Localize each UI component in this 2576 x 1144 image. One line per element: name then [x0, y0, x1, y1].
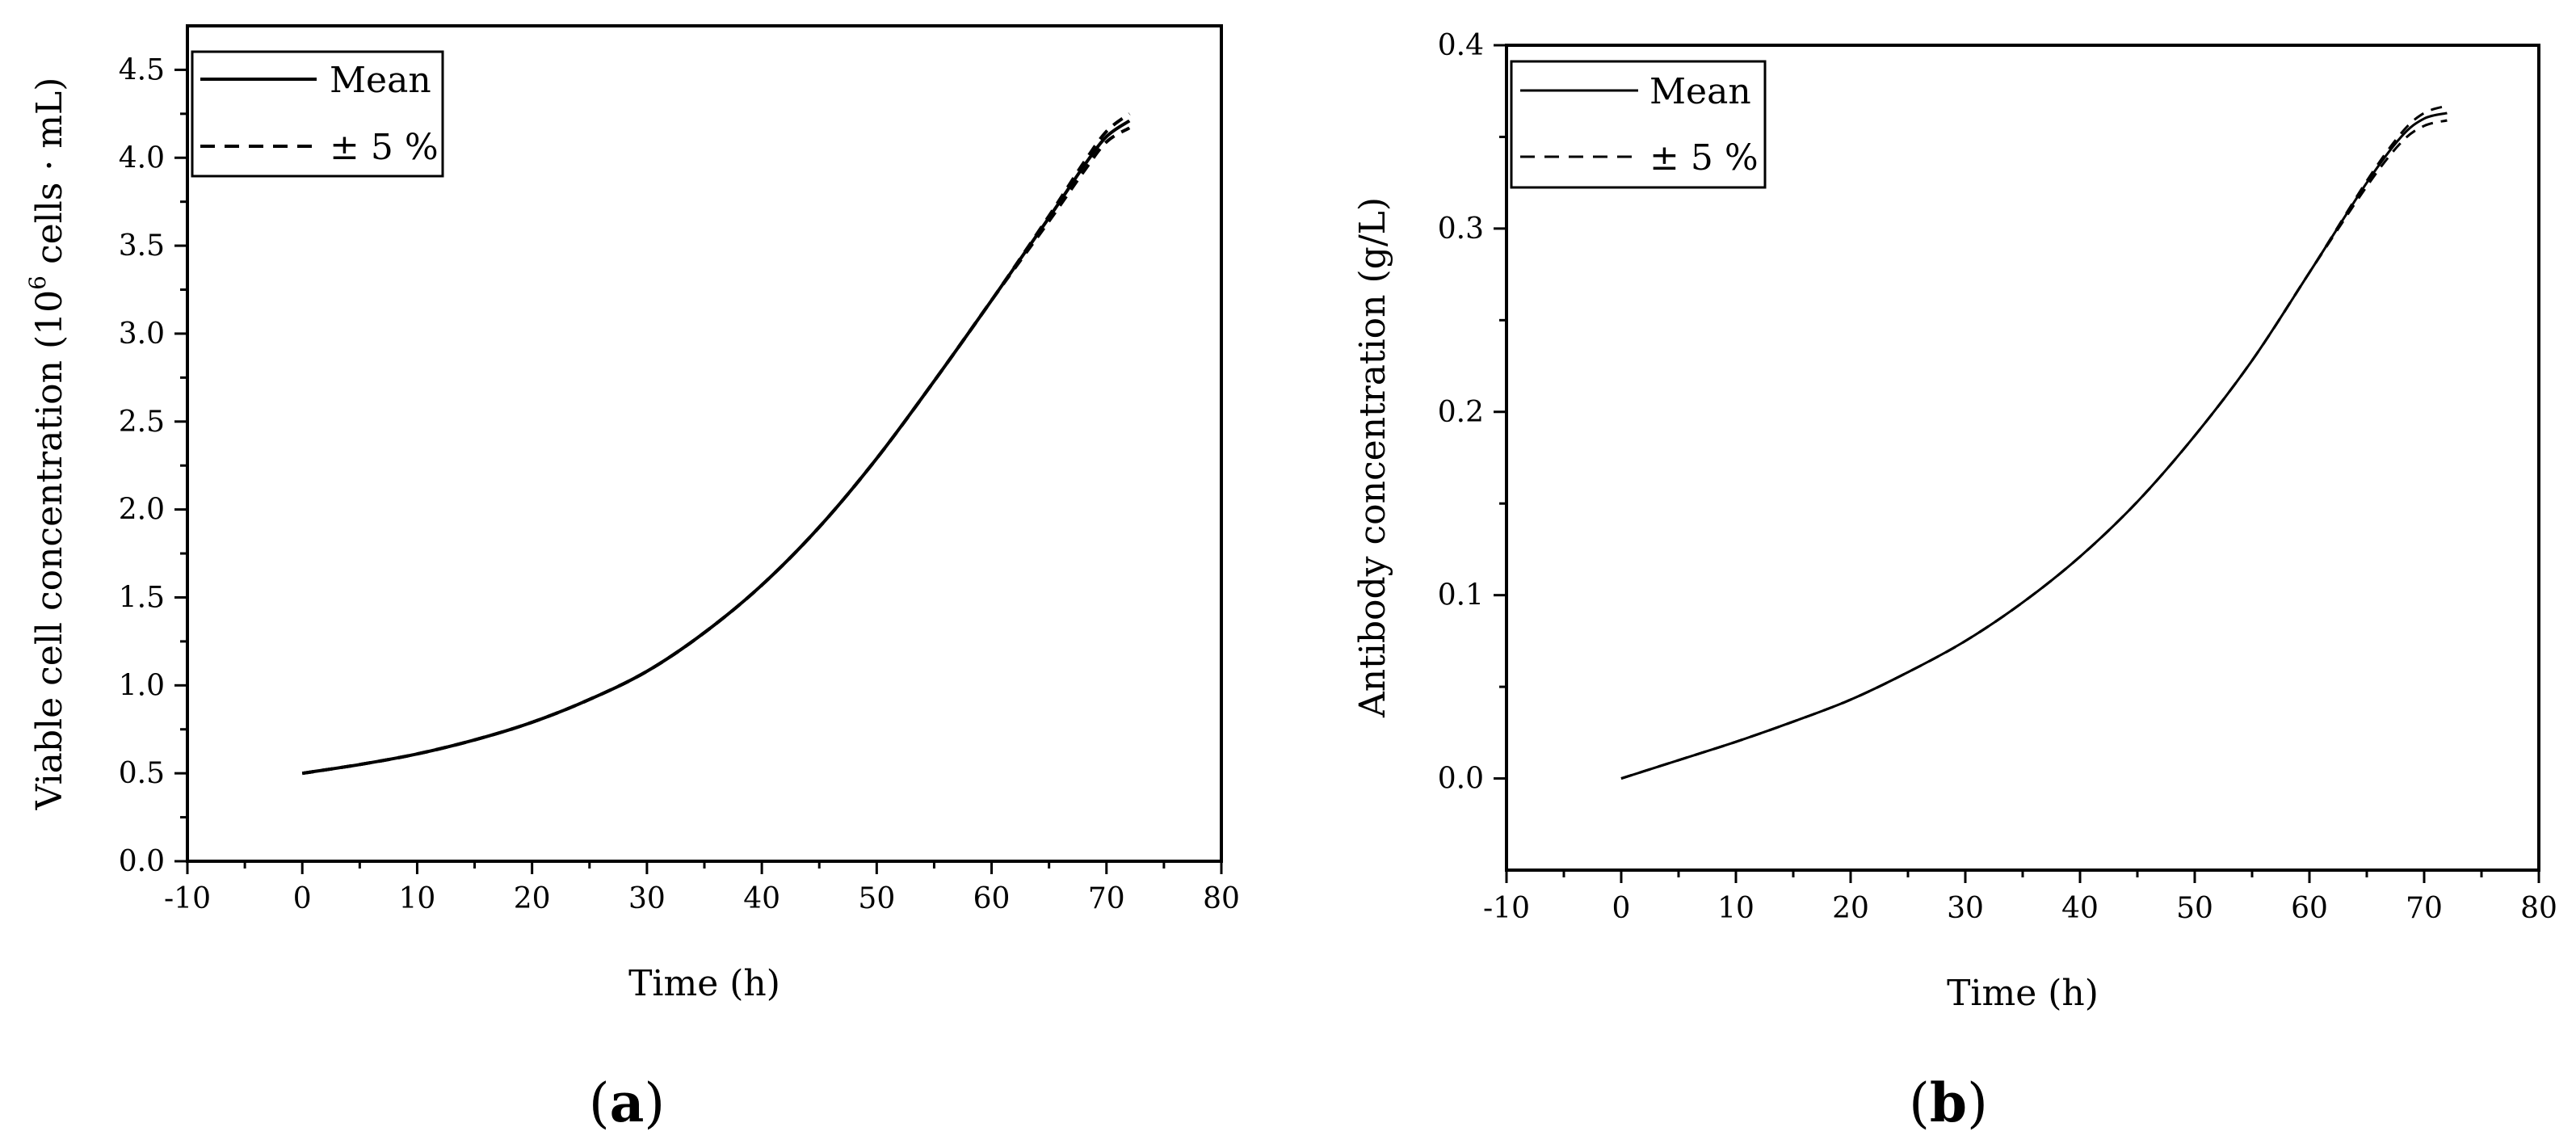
x-tick-label-b: 60: [2291, 892, 2328, 925]
y-tick-label-a: 0.5: [119, 757, 165, 790]
x-tick-label-a: 50: [858, 882, 895, 915]
x-axis-title-a: Time (h): [628, 963, 780, 1004]
x-tick-label-b: 40: [2061, 892, 2099, 925]
y-tick-label-b: 0.4: [1438, 29, 1484, 62]
x-tick-label-b: -10: [1483, 892, 1530, 925]
legend-a: Mean ± 5 %: [191, 50, 444, 178]
y-tick-label-b: 0.2: [1438, 396, 1484, 429]
x-tick-label-a: 40: [743, 882, 780, 915]
x-tick-label-b: 20: [1832, 892, 1869, 925]
y-tick-label-a: 4.0: [119, 141, 165, 175]
series-line-band-b: [1620, 119, 2448, 780]
panel-b: -10 0 10 20 30 40 50 60 70 80 0.0 0.1 0.2 0.3 0.4 Mea…: [1352, 29, 2557, 1134]
legend-box-b: [1510, 60, 1767, 189]
legend-box-a: [191, 50, 444, 178]
x-tick-label-a: 0: [293, 882, 312, 915]
legend-label-band-a: ± 5 %: [330, 127, 439, 168]
x-tick-label-b: 30: [1947, 892, 1984, 925]
y-tick-label-b: 0.3: [1438, 212, 1484, 246]
panel-letter-a: a: [610, 1071, 645, 1134]
y-tick-label-a: 1.5: [119, 581, 165, 614]
legend-label-band-b: ± 5 %: [1649, 137, 1759, 179]
series-line-mean-b: [1620, 111, 2448, 780]
x-tick-label-b: 0: [1612, 892, 1631, 925]
y-ticks-a: 0.0 0.5 1.0 1.5 2.0 2.5 3.0 3.5 4.0 4.5: [119, 53, 187, 878]
legend-b: Mean ± 5 %: [1510, 60, 1767, 189]
x-tick-label-b: 10: [1717, 892, 1754, 925]
series-line-band-b: [1620, 104, 2448, 780]
x-tick-label-b: 80: [2520, 892, 2557, 925]
panel-label-b: (b): [1909, 1071, 1988, 1134]
y-tick-label-a: 1.0: [119, 669, 165, 702]
x-tick-label-b: 70: [2406, 892, 2443, 925]
series-line-band-a: [301, 112, 1131, 776]
panel-letter-b: b: [1930, 1071, 1967, 1134]
x-tick-label-a: 80: [1203, 882, 1240, 915]
series-b: [1620, 104, 2448, 780]
y-tick-label-b: 0.1: [1438, 579, 1484, 612]
y-ticks-b: 0.0 0.1 0.2 0.3 0.4: [1438, 29, 1507, 796]
x-ticks-b: -10 0 10 20 30 40 50 60 70 80: [1483, 870, 2557, 925]
y-axis-title-b: Antibody concentration (g/L): [1352, 197, 1393, 718]
y-tick-label-a: 0.0: [119, 845, 165, 878]
y-tick-label-a: 4.5: [119, 53, 165, 86]
x-tick-label-b: 50: [2176, 892, 2213, 925]
y-tick-label-a: 2.5: [119, 406, 165, 439]
x-ticks-a: -10 0 10 20 30 40 50 60 70 80: [164, 861, 1240, 915]
series-line-band-a: [301, 126, 1131, 776]
legend-label-mean-b: Mean: [1649, 71, 1751, 112]
y-tick-label-a: 2.0: [119, 494, 165, 527]
x-tick-label-a: 10: [399, 882, 436, 915]
x-tick-label-a: 20: [514, 882, 551, 915]
legend-label-mean-a: Mean: [330, 60, 431, 101]
panel-a: -10 0 10 20 30 40 50 60 70 80 0.0 0.5 1.0 1.5 2.0 2.5 3…: [24, 24, 1240, 1134]
y-tick-label-a: 3.0: [119, 318, 165, 351]
y-axis-title-a: Viable cell concentration (106 cells · m…: [24, 78, 70, 811]
series-a: [301, 112, 1131, 776]
y-tick-label-a: 3.5: [119, 229, 165, 263]
series-line-mean-a: [301, 119, 1131, 776]
x-tick-label-a: 60: [973, 882, 1011, 915]
x-tick-label-a: 70: [1088, 882, 1125, 915]
x-tick-label-a: 30: [628, 882, 666, 915]
y-tick-label-b: 0.0: [1438, 763, 1484, 796]
x-tick-label-a: -10: [164, 882, 211, 915]
x-axis-title-b: Time (h): [1947, 973, 2099, 1014]
panel-label-a: (a): [589, 1071, 665, 1134]
